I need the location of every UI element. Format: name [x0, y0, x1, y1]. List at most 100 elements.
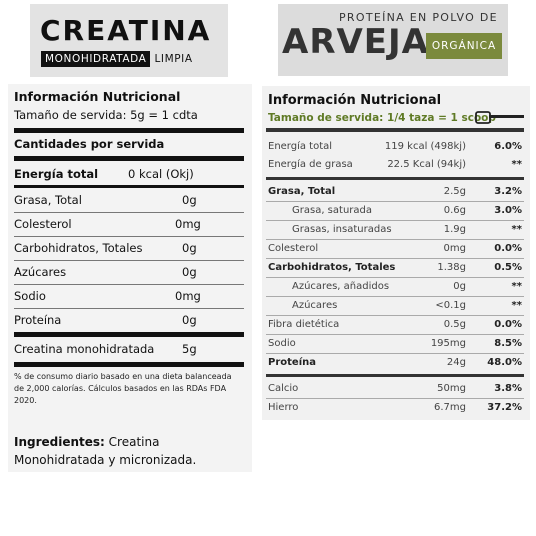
left-row-value: 0mg	[175, 217, 201, 231]
right-row-pct: 3.8%	[494, 383, 522, 394]
left-row-name: Energía total	[14, 167, 99, 181]
right-row-pct: **	[511, 224, 522, 235]
right-row-pct: 0.0%	[494, 319, 522, 330]
left-divider-thick	[14, 332, 244, 337]
right-row-amount: 50mg	[437, 383, 466, 394]
left-row-creatine: Creatina monohidratada 5g	[14, 337, 244, 361]
right-row-pct: 8.5%	[494, 338, 522, 349]
creatina-brand: CREATINA	[40, 14, 212, 47]
organica-badge: ORGÁNICA	[426, 33, 502, 59]
creatina-subtitle-dark: MONOHIDRATADA	[41, 50, 151, 67]
right-row-pct: 3.0%	[494, 205, 522, 216]
right-row-sodium: Sodio 195mg 8.5%	[266, 334, 524, 354]
right-row-energy: Energía total 119 kcal (498kj) 6.0%	[266, 137, 524, 156]
right-row-cholesterol: Colesterol 0mg 0.0%	[266, 239, 524, 259]
right-row-fat-energy: Energía de grasa 22.5 Kcal (94kj) **	[266, 155, 524, 174]
right-row-pct: **	[511, 159, 522, 170]
left-ingredients: Ingredientes: Creatina Monohidratada y m…	[14, 433, 250, 469]
creatina-logo: CREATINA MONOHIDRATADA LIMPIA	[30, 4, 228, 77]
right-row-pct: 3.2%	[494, 186, 522, 197]
right-row-name: Energía de grasa	[268, 159, 353, 170]
right-row-name: Colesterol	[268, 243, 319, 254]
right-row-unsaturated-fat: Grasas, insaturadas 1.9g **	[266, 220, 524, 240]
right-row-amount: 6.7mg	[434, 402, 466, 413]
right-divider-thick	[266, 177, 524, 180]
left-row-name: Creatina monohidratada	[14, 342, 155, 356]
right-row-pct: 48.0%	[487, 357, 522, 368]
left-divider-thick	[14, 128, 244, 133]
right-row-calcium: Calcio 50mg 3.8%	[266, 379, 524, 399]
right-serving-size: Tamaño de servida: 1/4 taza = 1 scoop	[268, 112, 496, 124]
left-row-value: 0g	[182, 241, 197, 255]
arveja-logo: PROTEÍNA EN POLVO DE ARVEJA ORGÁNICA	[278, 4, 508, 76]
right-row-amount: 0.6g	[443, 205, 466, 216]
left-row-name: Grasa, Total	[14, 193, 82, 207]
right-label-title: Información Nutricional	[268, 93, 442, 108]
left-row-name: Azúcares	[14, 265, 67, 279]
left-footnote: % de consumo diario basado en una dieta …	[14, 372, 232, 405]
right-row-name: Energía total	[268, 141, 333, 152]
right-row-carbs: Carbohidratos, Totales 1.38g 0.5%	[266, 258, 524, 278]
scoop-icon	[475, 111, 524, 124]
right-row-saturated-fat: Grasa, saturada 0.6g 3.0%	[266, 201, 524, 221]
left-row-energy: Energía total 0 kcal (Okj)	[14, 162, 244, 187]
creatina-subtitle-light: LIMPIA	[154, 52, 193, 65]
right-row-pct: 0.0%	[494, 243, 522, 254]
right-divider-thick	[266, 374, 524, 377]
right-row-iron: Hierro 6.7mg 37.2%	[266, 398, 524, 417]
right-row-amount: 0g	[453, 281, 466, 292]
right-row-name: Carbohidratos, Totales	[268, 262, 396, 273]
right-row-amount: 24g	[446, 357, 466, 368]
left-row-carbs: Carbohidratos, Totales 0g	[14, 236, 244, 261]
right-row-amount: 0mg	[443, 243, 466, 254]
left-row-value: 0g	[182, 265, 197, 279]
right-row-pct: **	[511, 281, 522, 292]
arveja-nutrition-label: Información Nutricional Tamaño de servid…	[262, 86, 530, 420]
right-row-name: Azúcares	[292, 300, 338, 311]
right-row-amount: 2.5g	[443, 186, 466, 197]
right-row-name: Grasa, saturada	[292, 205, 372, 216]
left-row-name: Carbohidratos, Totales	[14, 241, 143, 255]
right-row-pct: 0.5%	[494, 262, 522, 273]
right-row-amount: 22.5 Kcal (94kj)	[387, 159, 466, 170]
right-row-name: Hierro	[268, 402, 299, 413]
right-row-protein: Proteína 24g 48.0%	[266, 353, 524, 372]
arveja-logo-top: PROTEÍNA EN POLVO DE	[339, 11, 498, 24]
right-row-name: Proteína	[268, 357, 316, 368]
right-row-amount: 0.5g	[443, 319, 466, 330]
ingredients-label: Ingredientes:	[14, 435, 105, 449]
left-amounts-header: Cantidades por servida	[14, 137, 165, 151]
right-row-added-sugars: Azúcares, añadidos 0g **	[266, 277, 524, 297]
right-row-name: Azúcares, añadidos	[292, 281, 390, 292]
left-row-value: 0g	[182, 313, 197, 327]
left-divider-thick	[14, 156, 244, 161]
right-row-pct: 37.2%	[487, 402, 522, 413]
right-row-fiber: Fibra dietética 0.5g 0.0%	[266, 315, 524, 335]
creatina-subtitle: MONOHIDRATADA LIMPIA	[41, 50, 193, 67]
left-row-name: Sodio	[14, 289, 46, 303]
right-row-amount: 119 kcal (498kj)	[384, 141, 466, 152]
left-row-name: Proteína	[14, 313, 62, 327]
left-serving-size: Tamaño de servida: 5g = 1 cdta	[14, 108, 198, 122]
right-row-total-fat: Grasa, Total 2.5g 3.2%	[266, 182, 524, 202]
creatina-nutrition-label: Información Nutricional Tamaño de servid…	[8, 84, 252, 472]
left-row-fat: Grasa, Total 0g	[14, 188, 244, 213]
right-row-amount: <0.1g	[435, 300, 466, 311]
left-row-value: 0g	[182, 193, 197, 207]
left-row-protein: Proteína 0g	[14, 308, 244, 332]
right-row-pct: **	[511, 300, 522, 311]
right-row-name: Sodio	[268, 338, 296, 349]
left-row-name: Colesterol	[14, 217, 72, 231]
left-row-value: 0 kcal (Okj)	[128, 167, 194, 181]
right-row-name: Grasa, Total	[268, 186, 336, 197]
left-row-cholesterol: Colesterol 0mg	[14, 212, 244, 237]
right-row-amount: 1.9g	[443, 224, 466, 235]
right-divider-thick	[266, 128, 524, 132]
left-divider-thick	[14, 362, 244, 367]
right-row-pct: 6.0%	[494, 141, 522, 152]
right-row-name: Fibra dietética	[268, 319, 340, 330]
left-row-sodium: Sodio 0mg	[14, 284, 244, 309]
right-row-amount: 195mg	[430, 338, 466, 349]
right-row-name: Grasas, insaturadas	[292, 224, 392, 235]
arveja-logo-big: ARVEJA	[282, 22, 429, 62]
